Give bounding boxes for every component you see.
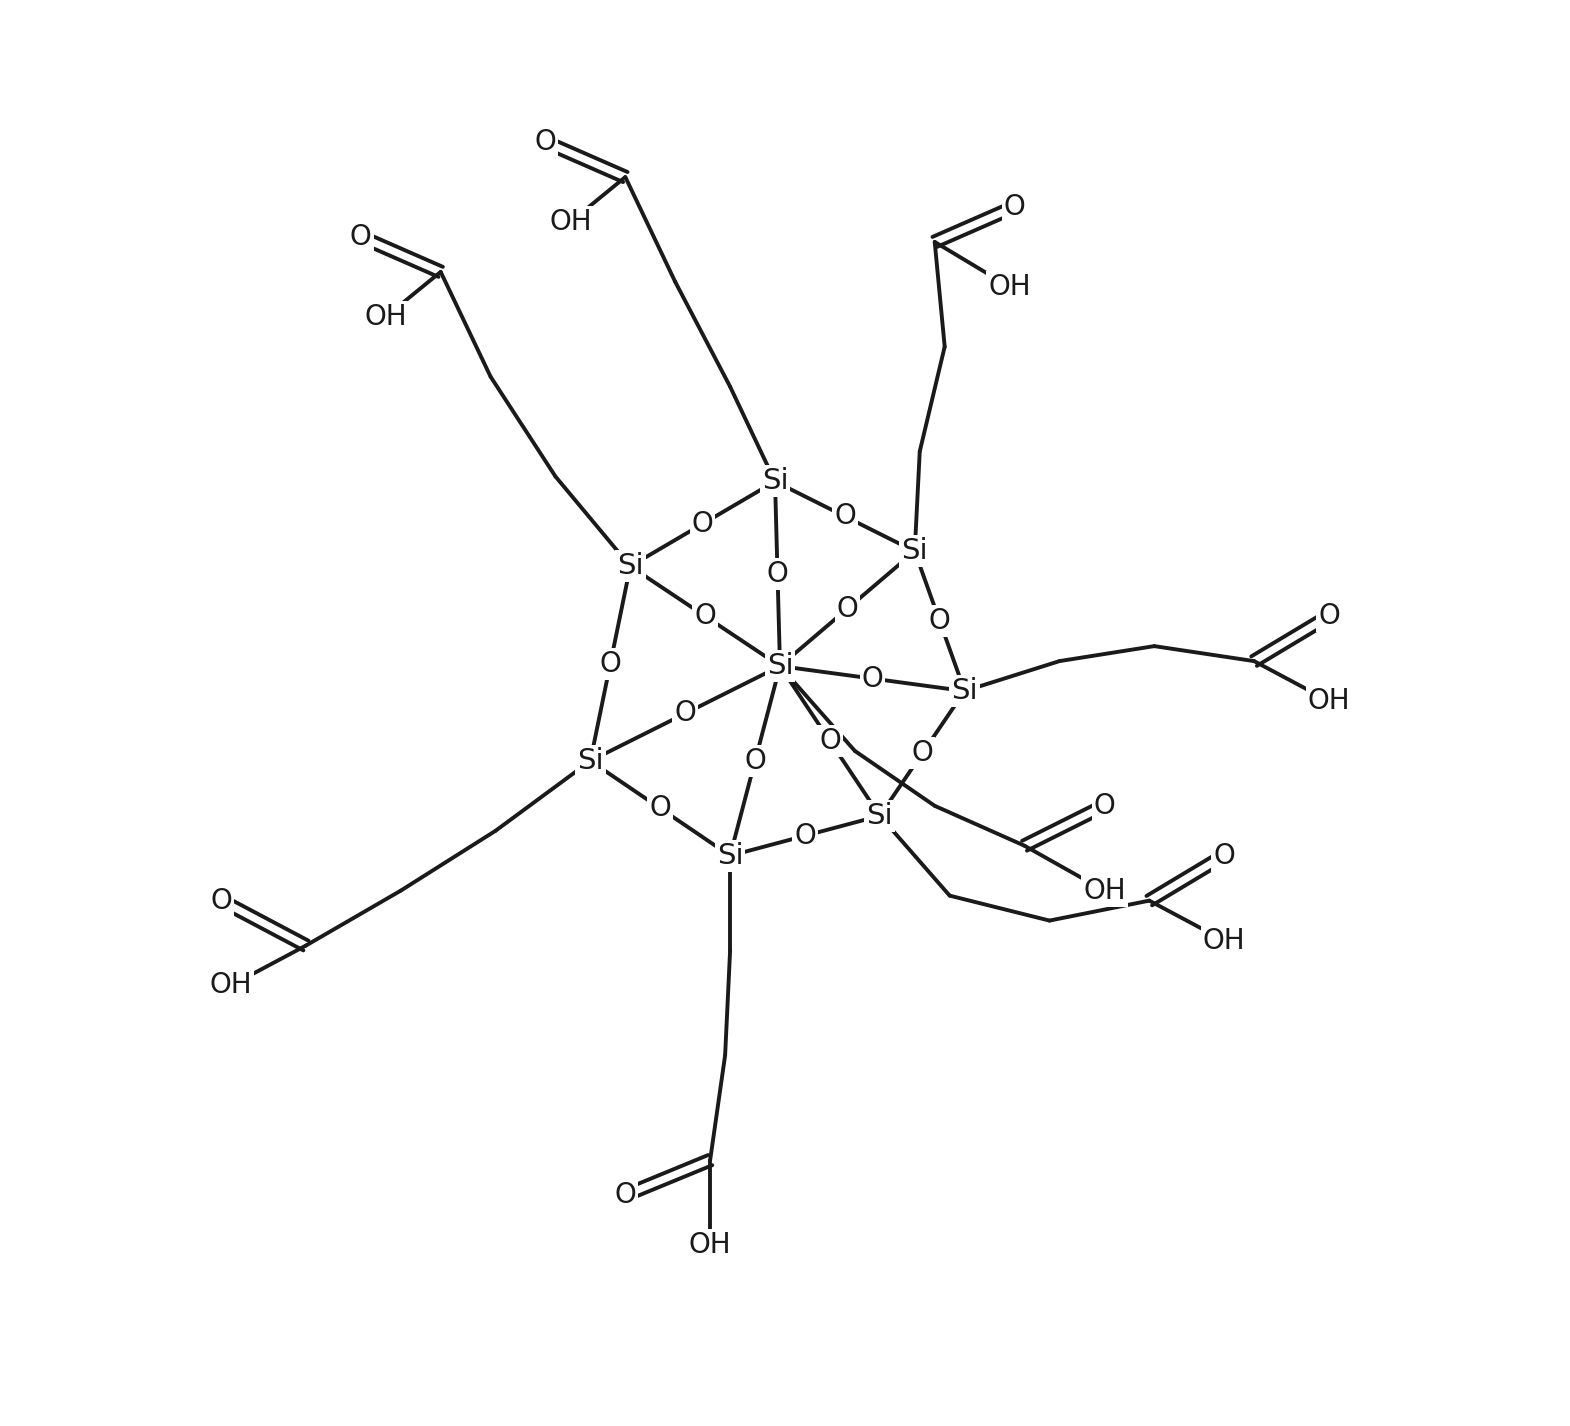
- Text: Si: Si: [617, 552, 644, 580]
- Text: O: O: [535, 128, 556, 155]
- Text: O: O: [1214, 841, 1236, 870]
- Text: O: O: [820, 727, 842, 754]
- Text: O: O: [675, 700, 696, 727]
- Text: O: O: [744, 747, 766, 774]
- Text: O: O: [210, 887, 232, 914]
- Text: Si: Si: [717, 841, 744, 870]
- Text: O: O: [837, 595, 859, 623]
- Text: O: O: [862, 665, 884, 693]
- Text: OH: OH: [550, 208, 592, 235]
- Text: O: O: [694, 602, 716, 630]
- Text: O: O: [1003, 193, 1025, 221]
- Text: O: O: [820, 727, 842, 754]
- Text: Si: Si: [901, 538, 928, 565]
- Text: O: O: [692, 511, 713, 538]
- Text: Si: Si: [951, 677, 978, 704]
- Text: OH: OH: [1083, 877, 1126, 904]
- Text: O: O: [766, 560, 788, 588]
- Text: Si: Si: [578, 747, 604, 774]
- Text: O: O: [794, 821, 816, 850]
- Text: Si: Si: [578, 747, 604, 774]
- Text: Si: Si: [867, 801, 893, 830]
- Text: O: O: [834, 502, 856, 530]
- Text: Si: Si: [951, 677, 978, 704]
- Text: O: O: [929, 607, 950, 635]
- Text: O: O: [600, 650, 622, 677]
- Text: O: O: [837, 595, 859, 623]
- Text: OH: OH: [210, 971, 253, 1000]
- Text: O: O: [929, 607, 950, 635]
- Text: O: O: [650, 794, 670, 823]
- Text: O: O: [650, 794, 670, 823]
- Text: O: O: [744, 747, 766, 774]
- Text: O: O: [600, 650, 622, 677]
- Text: O: O: [862, 665, 884, 693]
- Text: Si: Si: [766, 652, 793, 680]
- Text: O: O: [694, 602, 716, 630]
- Text: O: O: [1319, 602, 1339, 630]
- Text: O: O: [1093, 791, 1115, 820]
- Text: Si: Si: [617, 552, 644, 580]
- Text: O: O: [675, 700, 696, 727]
- Text: O: O: [911, 740, 933, 767]
- Text: O: O: [350, 222, 372, 251]
- Text: Si: Si: [901, 538, 928, 565]
- Text: OH: OH: [689, 1231, 732, 1259]
- Text: O: O: [911, 740, 933, 767]
- Text: O: O: [794, 821, 816, 850]
- Text: Si: Si: [867, 801, 893, 830]
- Text: O: O: [614, 1181, 636, 1209]
- Text: OH: OH: [1203, 927, 1245, 954]
- Text: O: O: [692, 511, 713, 538]
- Text: OH: OH: [988, 272, 1031, 301]
- Text: Si: Si: [761, 468, 788, 495]
- Text: Si: Si: [761, 468, 788, 495]
- Text: OH: OH: [1308, 687, 1350, 714]
- Text: O: O: [766, 560, 788, 588]
- Text: O: O: [834, 502, 856, 530]
- Text: Si: Si: [717, 841, 744, 870]
- Text: OH: OH: [364, 302, 407, 331]
- Text: Si: Si: [766, 652, 793, 680]
